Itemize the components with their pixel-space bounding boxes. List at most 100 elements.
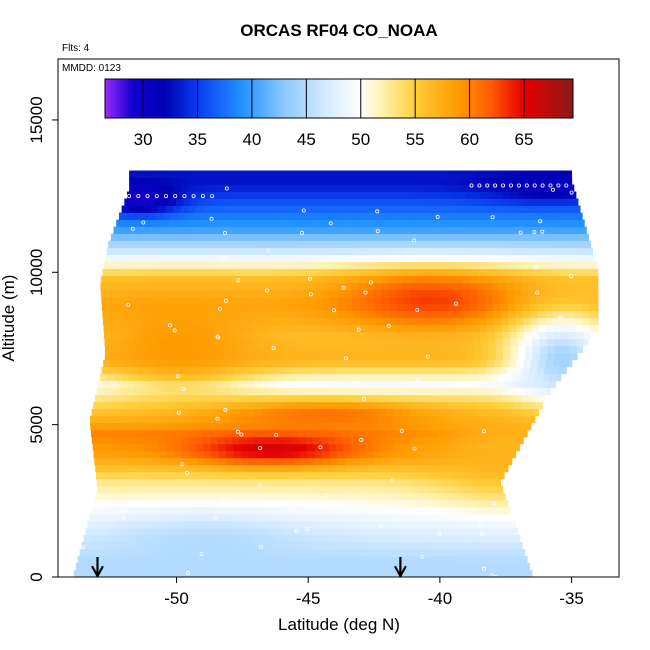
colorbar-segment <box>172 79 176 118</box>
heat-cell <box>207 478 216 487</box>
heat-cell <box>155 212 164 220</box>
heat-cell <box>100 401 109 410</box>
heat-cell <box>415 534 424 543</box>
heat-cell <box>193 415 202 424</box>
heat-cell <box>438 436 447 445</box>
heat-cell <box>573 219 582 227</box>
heat-cell <box>373 527 381 536</box>
heat-cell <box>250 268 258 277</box>
heat-cell <box>373 401 382 410</box>
heat-cell <box>483 527 492 536</box>
heat-cell <box>482 408 491 417</box>
heat-cell <box>300 219 309 227</box>
heat-cell <box>450 387 459 396</box>
heat-cell <box>494 331 503 340</box>
heat-cell <box>178 191 187 199</box>
heat-cell <box>463 548 471 557</box>
heat-cell <box>463 198 472 206</box>
heat-cell <box>525 562 531 571</box>
heat-cell <box>268 506 277 515</box>
heat-cell <box>170 387 179 396</box>
heat-cell <box>120 254 128 263</box>
heat-cell <box>421 191 430 199</box>
heat-cell <box>329 275 338 284</box>
heat-cell <box>138 548 147 557</box>
heat-cell <box>232 177 241 185</box>
heat-cell <box>481 380 490 389</box>
colorbar-segment <box>447 79 451 118</box>
heat-cell <box>590 324 598 333</box>
heat-cell <box>445 506 454 515</box>
heat-cell <box>361 233 370 242</box>
heat-cell <box>333 415 342 424</box>
heat-cell <box>191 492 199 501</box>
heat-cell <box>401 247 410 256</box>
heat-cell <box>184 569 193 578</box>
heat-cell <box>453 436 461 445</box>
heat-cell <box>447 275 456 284</box>
heat-cell <box>509 331 518 340</box>
heat-cell <box>460 436 469 445</box>
sample-point <box>215 334 220 339</box>
heat-cell <box>257 394 266 403</box>
heat-cell <box>334 429 343 438</box>
colorbar-segment <box>207 79 211 118</box>
heat-cell <box>190 366 198 375</box>
heat-cell <box>547 191 556 199</box>
heat-cell <box>441 394 450 403</box>
heat-cell <box>245 345 253 354</box>
heat-cell <box>209 429 217 438</box>
heat-cell <box>263 240 271 249</box>
heat-cell <box>284 555 292 564</box>
heat-cell <box>486 233 495 242</box>
heat-cell <box>146 394 155 403</box>
heat-cell <box>421 331 429 340</box>
heat-cell <box>239 408 247 417</box>
heat-cell <box>212 303 221 312</box>
heat-cell <box>232 555 241 564</box>
heat-cell <box>497 177 506 185</box>
plot-frame <box>57 58 620 578</box>
heat-cell <box>473 338 482 347</box>
heat-cell <box>170 485 179 494</box>
heat-cell <box>351 282 359 291</box>
heat-cell <box>217 205 226 213</box>
sample-point <box>127 194 132 199</box>
heat-cell <box>310 541 318 550</box>
heat-cell <box>331 310 339 319</box>
heat-cell <box>269 282 278 291</box>
heat-cell <box>280 471 289 480</box>
heat-cell <box>197 303 206 312</box>
heat-cell <box>497 226 505 234</box>
heat-cell <box>216 429 225 438</box>
colorbar-segment <box>441 79 445 118</box>
heat-cell <box>174 450 183 459</box>
heat-cell <box>365 443 374 452</box>
heat-cell <box>492 366 501 375</box>
heat-cell <box>348 562 357 571</box>
heat-cell <box>169 324 178 333</box>
heat-cell <box>133 261 142 270</box>
heat-cell <box>155 387 164 396</box>
heat-cell <box>434 492 443 501</box>
heat-cell <box>314 401 323 410</box>
heat-cell <box>278 275 286 284</box>
heat-cell <box>430 226 439 234</box>
heat-cell <box>560 359 569 368</box>
heat-cell <box>330 520 339 529</box>
heat-cell <box>193 485 201 494</box>
heat-cell <box>203 443 212 452</box>
heat-cell <box>242 520 251 529</box>
heat-cell <box>396 303 405 312</box>
heat-cell <box>98 429 107 438</box>
heat-cell <box>179 534 188 543</box>
heat-cell <box>303 338 312 347</box>
heat-cell <box>331 268 339 277</box>
heat-cell <box>165 184 174 192</box>
heat-cell <box>194 380 202 389</box>
heat-cell <box>244 331 252 340</box>
heat-cell <box>564 184 572 192</box>
heat-cell <box>475 555 484 564</box>
heat-cell <box>272 492 280 501</box>
heat-cell <box>494 233 503 242</box>
